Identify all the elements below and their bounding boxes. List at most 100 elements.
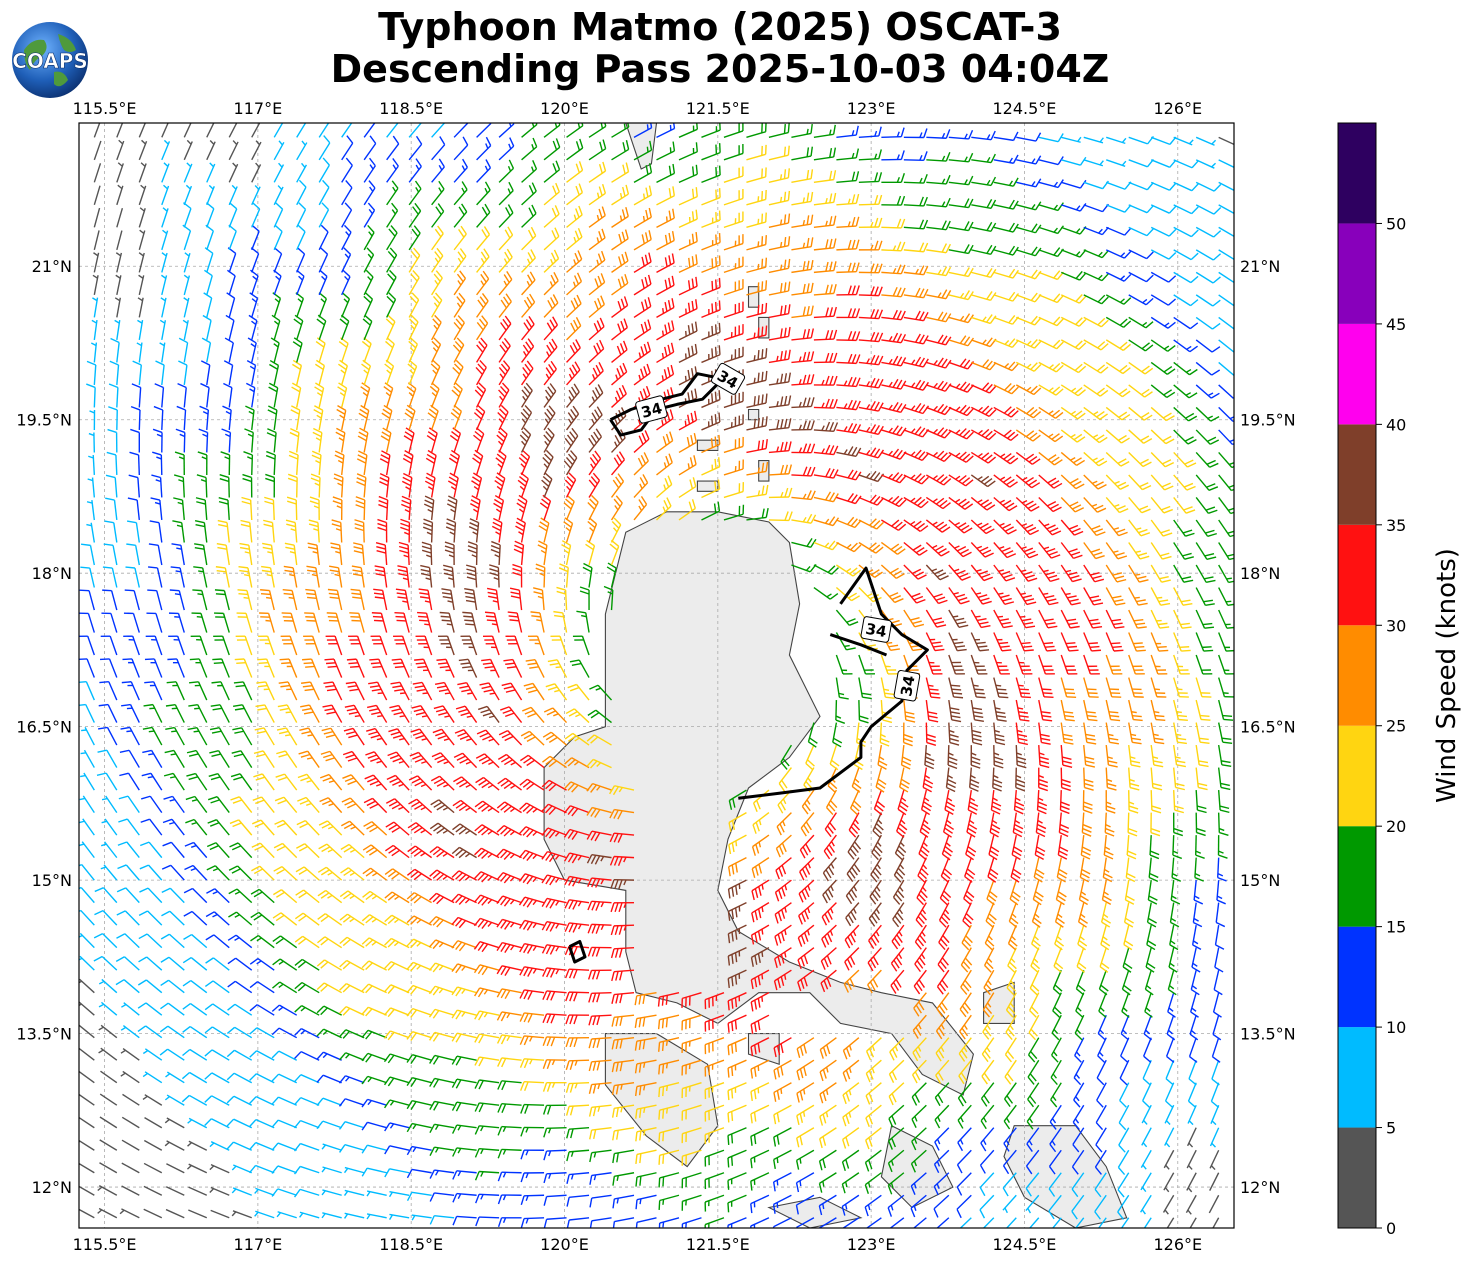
wind-barb <box>892 879 905 905</box>
wind-barb <box>993 609 1013 629</box>
wind-barb <box>845 902 860 927</box>
wind-barb <box>520 1194 545 1206</box>
wind-barb <box>795 1149 815 1170</box>
wind-barb <box>417 611 433 633</box>
wind-barb <box>164 1117 185 1129</box>
wind-barb <box>1164 1127 1175 1148</box>
wind-barb <box>364 774 388 791</box>
wind-barb <box>428 985 455 996</box>
wind-barb <box>903 699 916 723</box>
wind-barb <box>253 773 275 791</box>
wind-barb <box>503 658 523 678</box>
wind-barb <box>383 1053 410 1064</box>
wind-barb <box>497 777 522 791</box>
wind-barb <box>797 924 815 947</box>
colorbar-bin-5 <box>1338 625 1376 726</box>
wind-barb <box>820 947 837 970</box>
wind-barb <box>204 1026 230 1039</box>
wind-barb <box>316 1005 343 1016</box>
wind-barb <box>988 834 1000 861</box>
wind-barb <box>100 635 118 656</box>
wind-barb <box>610 879 635 890</box>
wind-barb <box>370 635 388 656</box>
wind-barb <box>563 828 590 840</box>
wind-barb <box>774 879 792 902</box>
wind-barb <box>477 705 500 723</box>
wind-barb <box>441 588 455 611</box>
wind-barb <box>1048 1172 1062 1197</box>
wind-barb <box>681 992 702 1008</box>
wind-barb <box>317 889 343 904</box>
wind-barb <box>343 1212 365 1219</box>
wind-barb <box>429 892 455 905</box>
wind-barb <box>519 802 545 814</box>
wind-barb <box>1190 992 1199 1018</box>
wind-barb <box>497 1080 522 1091</box>
wind-barb <box>102 589 118 611</box>
wind-barb <box>160 1002 185 1016</box>
wind-barb <box>933 1172 950 1196</box>
wind-barb <box>960 969 972 995</box>
wind-barb <box>123 612 140 633</box>
colorbar-tick-label: 35 <box>1386 516 1406 535</box>
wind-barb <box>611 1082 635 1096</box>
wind-barb <box>1208 1194 1220 1214</box>
wind-barb <box>842 1037 860 1060</box>
wind-barb <box>925 632 945 652</box>
wind-barb <box>1095 1104 1107 1131</box>
wind-barb <box>982 1217 995 1228</box>
wind-barb <box>1164 1104 1175 1126</box>
wind-barb <box>542 1081 567 1092</box>
wind-barb <box>226 1072 253 1084</box>
wind-barb <box>1195 835 1205 859</box>
wind-barb <box>587 969 612 980</box>
wind-barb <box>214 589 230 611</box>
wind-barb <box>1212 1014 1222 1041</box>
wind-barb <box>338 1075 365 1084</box>
wind-barb <box>318 843 343 859</box>
wind-barb <box>138 910 163 926</box>
wind-barb <box>121 1139 140 1151</box>
wind-barb <box>1195 654 1213 675</box>
wind-barb <box>165 703 185 723</box>
wind-barb <box>914 947 927 973</box>
wind-barb <box>518 826 545 838</box>
wind-barb <box>430 799 455 814</box>
colorbar-tick-label: 45 <box>1386 315 1406 334</box>
wind-barb <box>1008 902 1019 928</box>
wind-barb <box>316 1120 342 1130</box>
wind-barb <box>750 1082 770 1102</box>
wind-barb <box>206 842 230 859</box>
wind-barb <box>846 857 861 882</box>
wind-barb <box>79 703 95 723</box>
wind-barb <box>960 947 973 973</box>
wind-barb <box>847 834 862 860</box>
wind-barb <box>704 1082 725 1100</box>
wind-barb <box>233 681 253 701</box>
wind-barb <box>168 635 185 656</box>
wind-barb <box>391 658 410 678</box>
wind-barb <box>182 1048 208 1061</box>
wind-barb <box>1060 745 1073 768</box>
wind-barb <box>589 1194 612 1208</box>
wind-barb <box>980 1127 995 1152</box>
wind-barb <box>317 936 343 949</box>
wind-barb <box>188 704 208 723</box>
wind-barb <box>957 1082 972 1107</box>
wind-barb <box>496 872 522 884</box>
wind-barb <box>1002 1194 1017 1214</box>
wind-barb <box>1002 1149 1017 1175</box>
wind-barb <box>79 863 95 881</box>
wind-barb <box>1212 992 1222 1018</box>
wind-barb <box>386 774 410 791</box>
wind-barb <box>1128 744 1141 768</box>
wind-barb <box>166 681 185 701</box>
wind-barb <box>750 1149 770 1169</box>
wind-barb <box>204 1072 230 1084</box>
wind-barb <box>1051 1217 1062 1228</box>
wind-barb <box>257 658 275 678</box>
wind-barb <box>209 1186 230 1196</box>
wind-barb <box>704 1104 725 1122</box>
land-polygon-8 <box>758 316 770 339</box>
wind-barb <box>293 1097 320 1106</box>
